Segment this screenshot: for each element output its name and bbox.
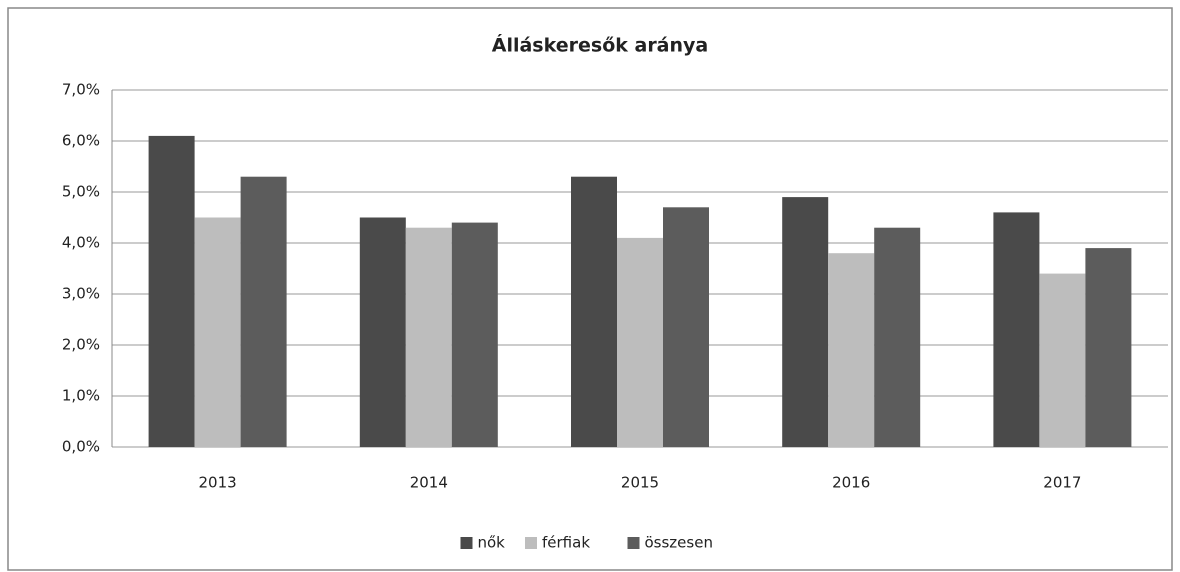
bar	[874, 227, 921, 447]
legend-label: nők	[478, 534, 506, 552]
legend-swatch	[627, 537, 640, 549]
bar	[1039, 273, 1086, 447]
bar	[617, 237, 663, 447]
bar	[828, 253, 875, 447]
y-tick-label: 6,0%	[62, 132, 100, 150]
bar	[405, 227, 452, 447]
chart-frame	[7, 7, 1173, 571]
bar	[782, 197, 829, 447]
y-tick-label: 2,0%	[62, 336, 100, 354]
legend-swatch	[525, 537, 537, 549]
bar	[194, 217, 241, 447]
x-tick-label: 2013	[199, 474, 237, 492]
chart-title: Álláskeresők aránya	[492, 34, 709, 57]
x-tick-label: 2015	[621, 474, 659, 492]
bar	[1085, 248, 1132, 447]
x-tick-label: 2017	[1043, 474, 1081, 492]
legend-label: összesen	[645, 534, 713, 552]
y-tick-label: 7,0%	[62, 81, 100, 99]
bar	[663, 207, 709, 447]
x-tick-label: 2014	[410, 474, 448, 492]
bar	[240, 176, 287, 447]
y-tick-label: 1,0%	[62, 387, 100, 405]
legend-label: férfiak	[542, 534, 590, 552]
legend-swatch	[460, 537, 473, 549]
bar	[571, 176, 617, 447]
y-tick-label: 4,0%	[62, 234, 100, 252]
y-tick-label: 5,0%	[62, 183, 100, 201]
bar	[993, 212, 1040, 447]
y-tick-label: 0,0%	[62, 438, 100, 456]
bar	[451, 222, 498, 447]
bar	[148, 135, 195, 447]
bar	[359, 217, 406, 447]
x-tick-label: 2016	[832, 474, 870, 492]
y-tick-label: 3,0%	[62, 285, 100, 303]
